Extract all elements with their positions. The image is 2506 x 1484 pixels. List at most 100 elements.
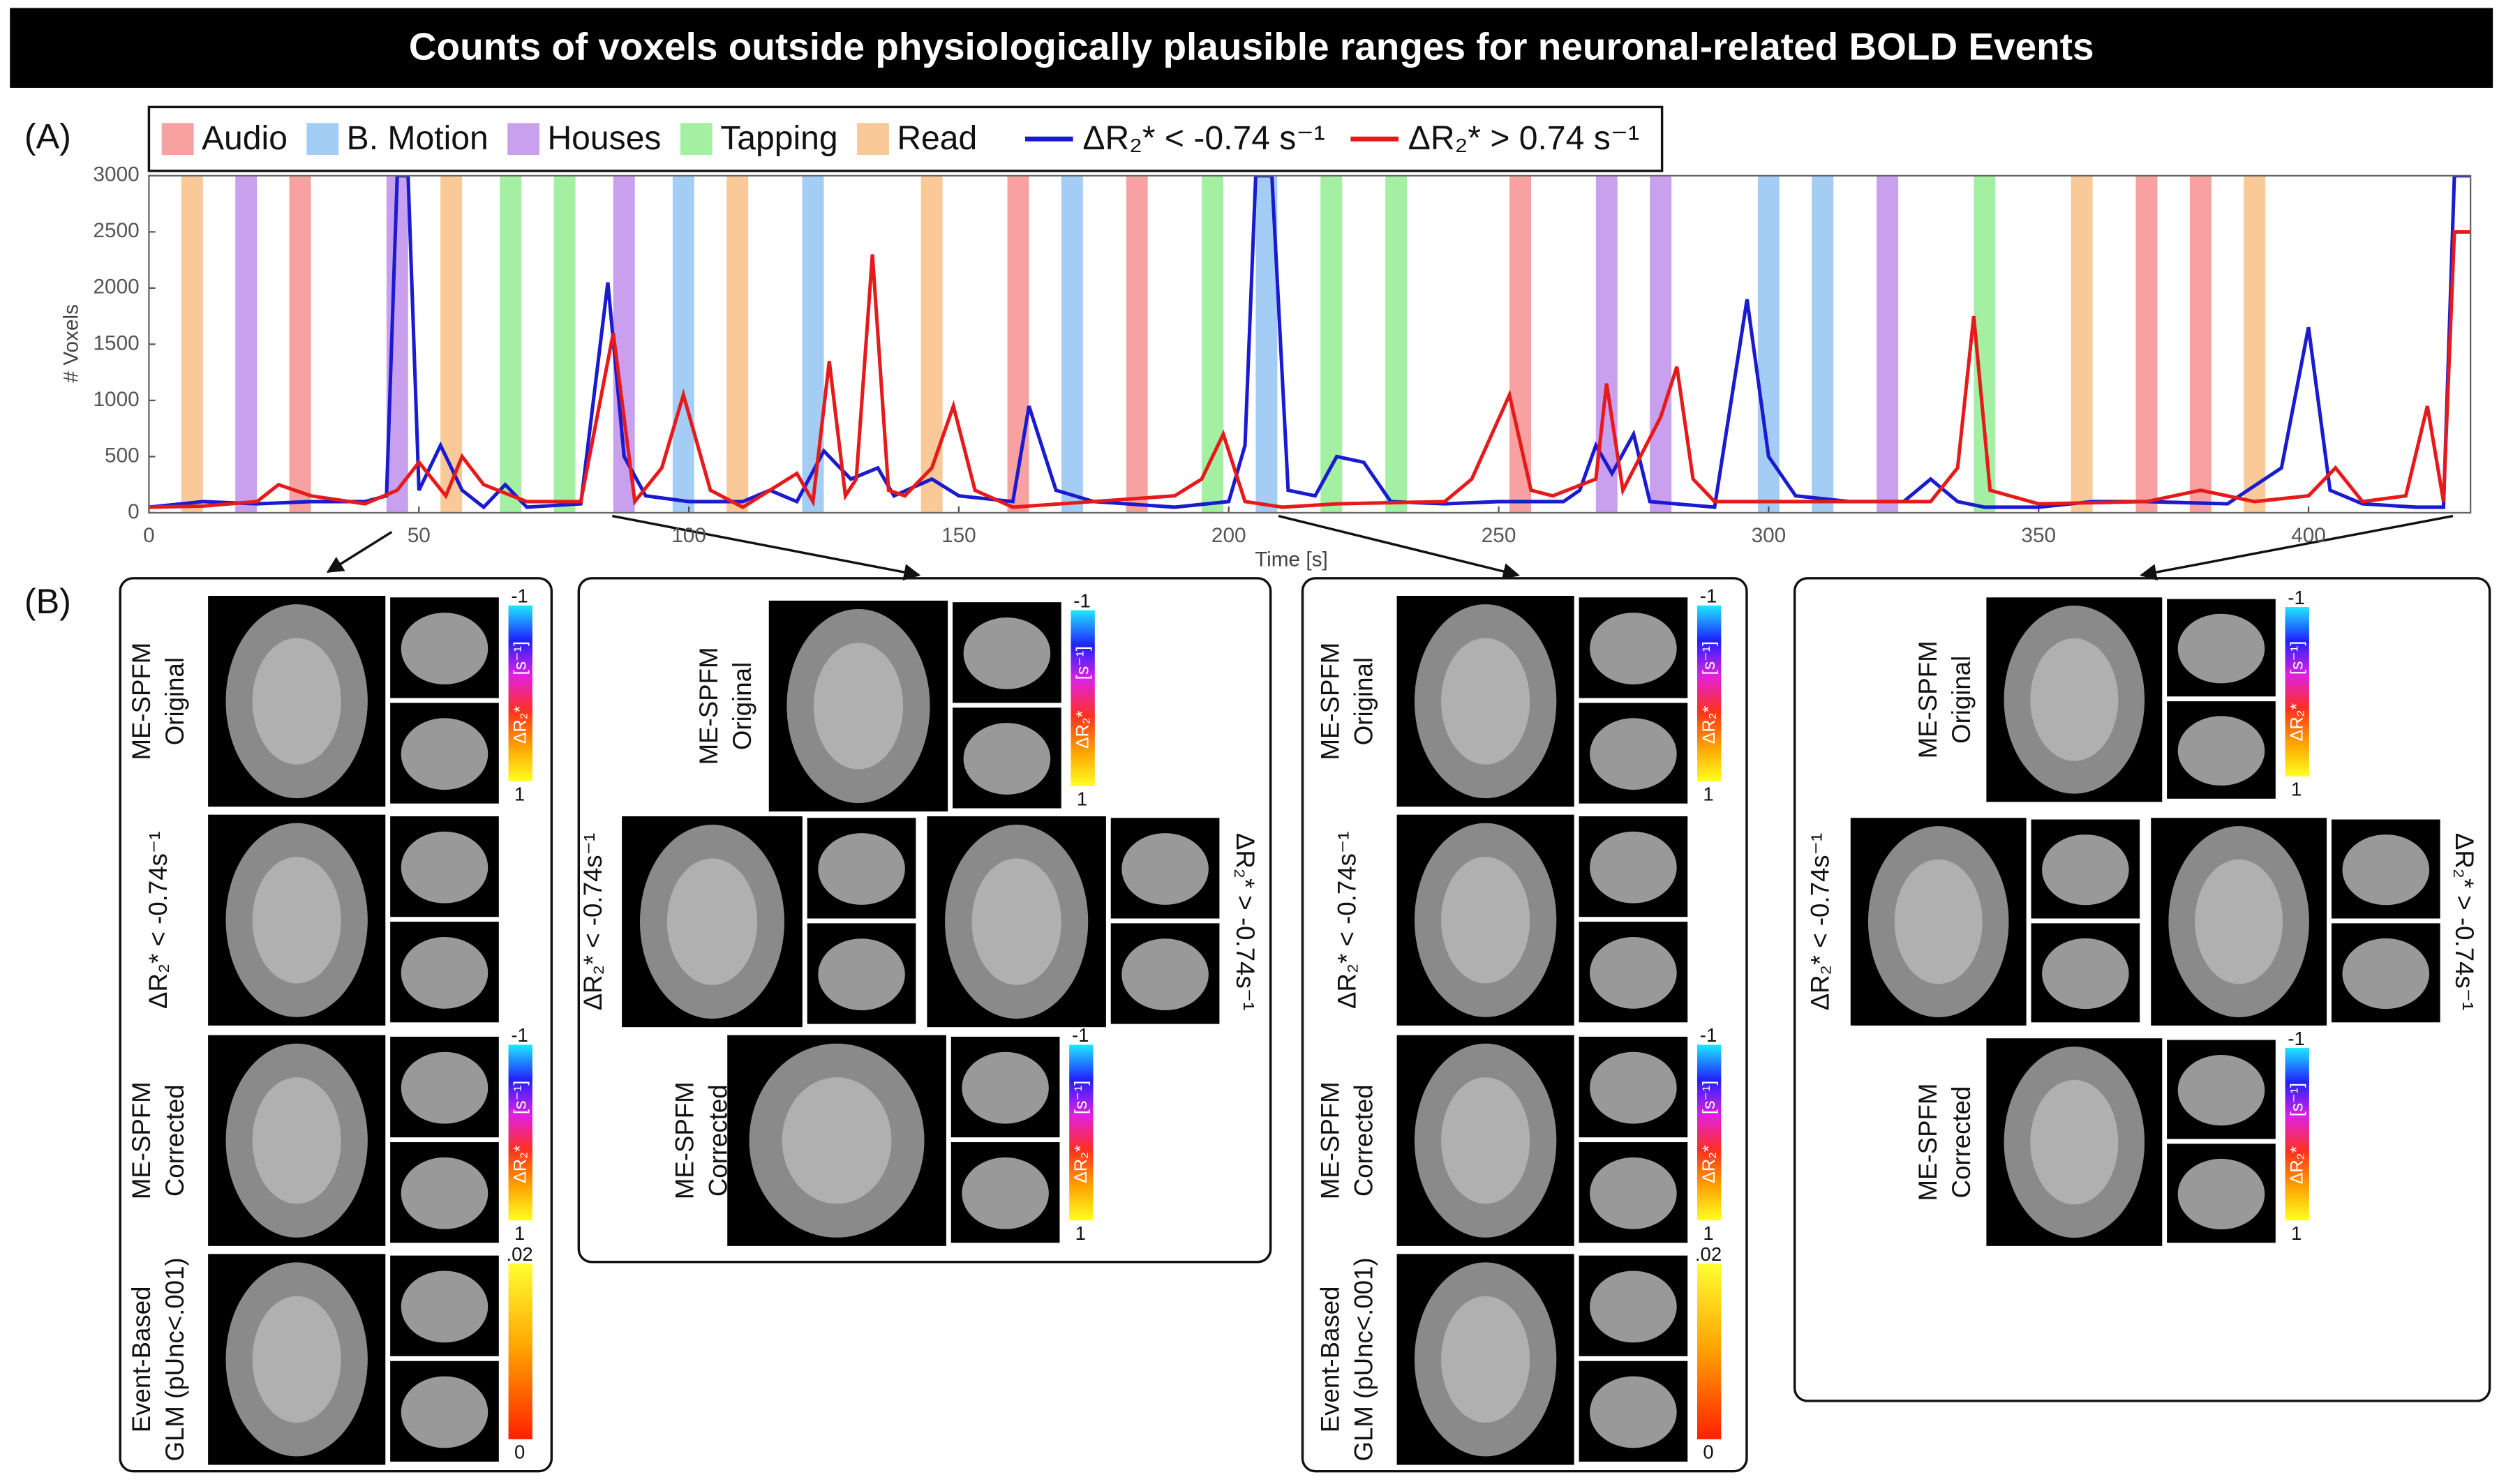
colorbar-label: [s⁻¹] bbox=[1699, 1081, 1719, 1114]
event-band bbox=[1202, 175, 1223, 513]
brain-shape bbox=[2030, 638, 2119, 761]
brain-shape bbox=[2195, 859, 2283, 984]
event-band bbox=[1650, 175, 1672, 513]
event-band bbox=[1509, 175, 1531, 513]
colorbar-label: 1 bbox=[514, 783, 525, 804]
x-tick-label: 400 bbox=[2291, 524, 2326, 547]
event-band bbox=[802, 175, 824, 513]
legend-label: Audio bbox=[202, 119, 288, 157]
panel-label: Corrected bbox=[1350, 1084, 1378, 1197]
brain-shape bbox=[252, 857, 341, 984]
brain-shape bbox=[971, 858, 1061, 985]
brain-shape bbox=[666, 858, 758, 985]
event-band bbox=[1320, 175, 1343, 513]
event-band bbox=[672, 175, 694, 513]
brain-shape bbox=[1590, 1051, 1677, 1124]
brain-shape bbox=[252, 1296, 341, 1423]
legend-label: B. Motion bbox=[347, 119, 488, 157]
legend-label: ΔR₂* < -0.74 s⁻¹ bbox=[1082, 119, 1325, 157]
brain-shape bbox=[401, 831, 488, 904]
brain-shape bbox=[2342, 834, 2430, 906]
brain-shape bbox=[401, 1157, 488, 1229]
arrows bbox=[326, 514, 2454, 581]
brain-shape bbox=[2177, 1158, 2265, 1230]
colorbar-label: 1 bbox=[2291, 1222, 2302, 1244]
legend-label: Read bbox=[897, 119, 977, 157]
y-tick-label: 2500 bbox=[93, 219, 139, 242]
brain-shape bbox=[1590, 1157, 1677, 1229]
brain-shape bbox=[963, 617, 1051, 689]
y-tick-label: 1000 bbox=[93, 388, 139, 411]
colorbar-label: 1 bbox=[2291, 779, 2302, 800]
y-axis-label: # Voxels bbox=[59, 304, 82, 382]
colorbar-label: 0 bbox=[514, 1441, 525, 1463]
event-band bbox=[181, 175, 203, 513]
y-tick-label: 500 bbox=[105, 444, 140, 467]
panel-label: Original bbox=[1350, 657, 1378, 745]
data-line bbox=[149, 230, 2471, 509]
legend-swatch bbox=[306, 123, 339, 156]
brain-shape bbox=[2042, 834, 2129, 906]
colorbar-label: ΔR₂* bbox=[1071, 1145, 1091, 1183]
panel-label: ME-SPFM bbox=[1914, 640, 1942, 758]
event-band bbox=[726, 175, 749, 513]
panel-label: ΔR₂* < -0.74s⁻¹ bbox=[144, 832, 172, 1009]
colorbar-label: .02 bbox=[1695, 1243, 1722, 1265]
colorbar-label: [s⁻¹] bbox=[1699, 641, 1719, 675]
brain-shape bbox=[963, 723, 1051, 795]
colorbar-label: 1 bbox=[1703, 783, 1713, 804]
colorbar-label: ΔR₂* bbox=[511, 1145, 530, 1183]
colorbar bbox=[508, 605, 532, 781]
arrow bbox=[326, 530, 393, 574]
panel-label: Event-Based bbox=[1316, 1287, 1345, 1433]
brain-shape bbox=[2177, 613, 2265, 684]
colorbar-label: -1 bbox=[1700, 585, 1717, 607]
brain-shape bbox=[2042, 938, 2129, 1010]
brain-shape bbox=[2342, 938, 2430, 1010]
colorbar bbox=[1696, 1044, 1722, 1221]
event-band bbox=[2189, 175, 2212, 513]
colorbar-label: -1 bbox=[2288, 587, 2304, 608]
y-tick-label: 3000 bbox=[93, 163, 139, 186]
x-tick-label: 0 bbox=[143, 524, 155, 547]
x-tick-label: 150 bbox=[941, 524, 976, 547]
colorbar-label: ΔR₂* bbox=[1073, 710, 1092, 749]
brain-shape bbox=[401, 718, 488, 790]
event-band bbox=[500, 175, 522, 513]
x-tick-label: 50 bbox=[408, 524, 431, 547]
colorbar bbox=[1069, 1044, 1094, 1221]
colorbar bbox=[1071, 610, 1095, 786]
event-band bbox=[1385, 175, 1408, 513]
brain-shape bbox=[1441, 1077, 1530, 1204]
panel-label: Event-Based bbox=[127, 1287, 156, 1433]
colorbar bbox=[1696, 1264, 1722, 1439]
legend-swatch bbox=[161, 123, 194, 156]
event-band bbox=[1126, 175, 1148, 513]
panel-label: ΔR₂* < -0.74s⁻¹ bbox=[1805, 833, 1834, 1010]
colorbar-label: 1 bbox=[1075, 1222, 1086, 1244]
brain-shape bbox=[1590, 831, 1677, 904]
colorbar-label: ΔR₂* bbox=[2288, 703, 2307, 742]
event-band bbox=[553, 175, 576, 513]
colorbar bbox=[508, 1044, 532, 1221]
colorbar-label: [s⁻¹] bbox=[1073, 646, 1092, 680]
x-tick-label: 250 bbox=[1482, 524, 1516, 547]
brain-shape bbox=[813, 643, 904, 770]
brain-shape bbox=[1121, 938, 1209, 1011]
legend bbox=[147, 105, 1664, 172]
brain-shape bbox=[782, 1077, 892, 1204]
arrow bbox=[612, 514, 921, 580]
event-band bbox=[1812, 175, 1834, 513]
panel-label: ME-SPFM bbox=[671, 1081, 699, 1199]
brain-shape bbox=[1894, 859, 1983, 984]
brain-shape bbox=[962, 1157, 1049, 1229]
plot-frame bbox=[148, 174, 2472, 514]
colorbar-label: [s⁻¹] bbox=[2288, 641, 2307, 675]
event-band bbox=[1061, 175, 1083, 513]
event-band bbox=[1007, 175, 1029, 513]
panel-label: ME-SPFM bbox=[1914, 1084, 1942, 1201]
y-tick-label: 0 bbox=[128, 500, 140, 523]
x-axis-label: Time [s] bbox=[1255, 548, 1328, 571]
colorbar-label: ΔR₂* bbox=[2288, 1146, 2307, 1185]
